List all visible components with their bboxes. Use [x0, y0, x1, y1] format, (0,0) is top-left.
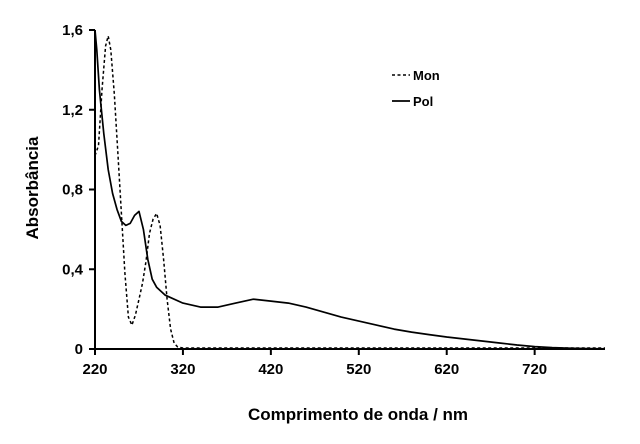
y-tick-label: 0 — [75, 341, 83, 358]
y-ticks: 0 0,4 0,8 1,2 1,6 — [62, 22, 95, 358]
x-tick-label: 720 — [522, 361, 547, 378]
x-tick-label: 220 — [82, 361, 107, 378]
x-ticks: 220 320 420 520 620 720 — [82, 349, 547, 378]
legend-label-pol: Pol — [413, 94, 433, 109]
y-tick-label: 0,8 — [62, 182, 83, 199]
series-layer — [94, 29, 606, 350]
y-tick-label: 1,2 — [62, 102, 83, 119]
axes — [94, 30, 605, 350]
x-tick-label: 320 — [170, 361, 195, 378]
y-tick-label: 1,6 — [62, 22, 83, 39]
legend-label-mon: Mon — [413, 68, 440, 83]
x-tick-label: 620 — [434, 361, 459, 378]
series-line-pol — [94, 29, 606, 350]
series-line-mon — [94, 35, 605, 349]
y-axis-title: Absorbância — [23, 136, 42, 240]
x-axis-title: Comprimento de onda / nm — [248, 405, 468, 424]
y-tick-label: 0,4 — [62, 261, 84, 278]
x-tick-label: 520 — [346, 361, 371, 378]
legend: Mon Pol — [392, 68, 440, 109]
x-tick-label: 420 — [258, 361, 283, 378]
